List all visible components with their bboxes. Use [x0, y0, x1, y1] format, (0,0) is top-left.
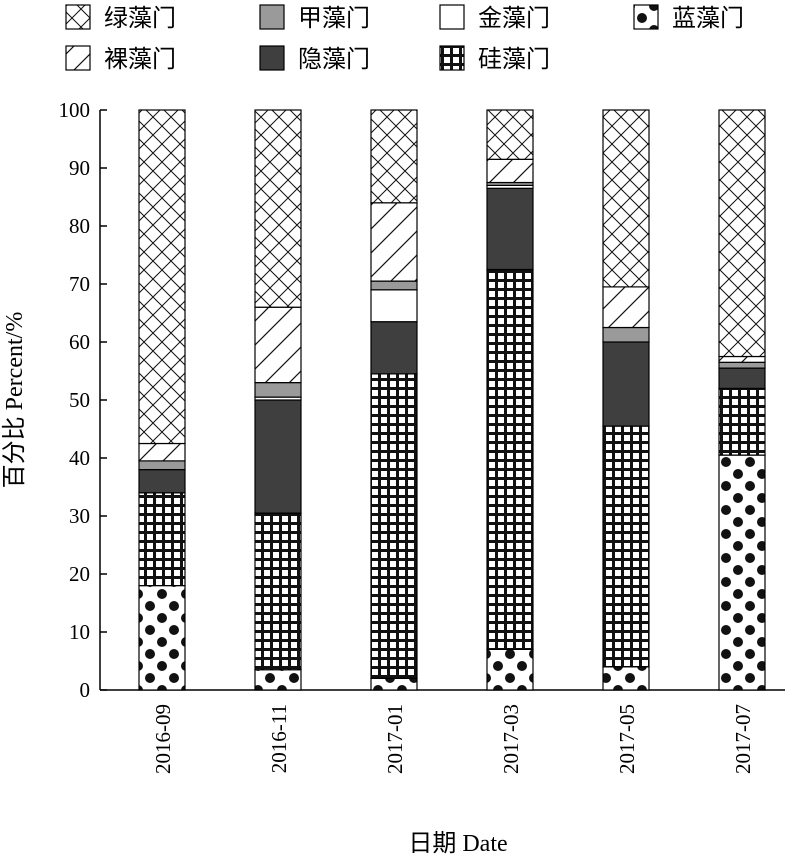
y-tick-label: 100: [59, 98, 91, 122]
y-axis: 0 10 20 30 40 50 60 70 80 90 100: [59, 98, 785, 702]
bar-segment-绿藻门: [370, 109, 418, 204]
bar-segment-蓝藻门: [138, 584, 186, 691]
bar-segment-裸藻门: [486, 158, 534, 184]
bar-segment-硅藻门: [718, 387, 766, 456]
bar-segment-绿藻门: [254, 109, 302, 308]
x-tick-label: 2017-07: [731, 704, 755, 774]
legend-label: 金藻门: [478, 5, 550, 32]
y-tick-label: 70: [69, 272, 90, 296]
bar-segment-裸藻门: [370, 202, 418, 282]
bar-stack-2017-05: [602, 109, 650, 691]
legend-swatch: [65, 4, 91, 30]
bar-segment-隐藻门: [602, 341, 650, 427]
bar-segment-隐藻门: [254, 399, 302, 514]
legend-label: 蓝藻门: [672, 5, 744, 32]
bar-segment-金藻门: [370, 289, 418, 323]
bar-segment-硅藻门: [602, 425, 650, 668]
y-tick-label: 50: [69, 388, 90, 412]
bar-segment-隐藻门: [718, 367, 766, 390]
bar-segment-硅藻门: [370, 373, 418, 679]
legend-swatch: [259, 45, 285, 71]
legend-item-硅藻门: 硅藻门: [439, 45, 550, 73]
bar-segment-绿藻门: [718, 109, 766, 358]
legend-swatch: [259, 4, 285, 30]
bar-segment-蓝藻门: [718, 454, 766, 691]
legend-item-隐藻门: 隐藻门: [259, 45, 370, 73]
bar-stack-2016-09: [138, 109, 186, 691]
bar-segment-蓝藻门: [254, 669, 302, 691]
x-tick-label: 2017-05: [615, 704, 639, 774]
x-tick-label: 2017-01: [383, 704, 407, 774]
bar-segment-甲藻门: [254, 382, 302, 398]
y-tick-label: 40: [69, 446, 90, 470]
y-tick-label: 80: [69, 214, 90, 238]
x-axis-title: 日期 Date: [408, 831, 507, 857]
bar-stack-2017-01: [370, 109, 418, 691]
bar-stack-2017-03: [486, 109, 534, 691]
bar-segment-绿藻门: [486, 109, 534, 160]
y-axis-title: 百分比 Percent/%: [1, 312, 28, 489]
bar-segment-裸藻门: [138, 442, 186, 462]
bar-segment-硅藻门: [486, 268, 534, 650]
bar-segment-裸藻门: [602, 286, 650, 329]
bar-segment-裸藻门: [254, 306, 302, 384]
bar-stack-2016-11: [254, 109, 302, 691]
bar-segment-隐藻门: [486, 187, 534, 271]
x-tick-label: 2016-09: [151, 704, 175, 774]
legend-swatch: [633, 4, 659, 30]
y-tick-label: 0: [80, 678, 91, 702]
legend-item-蓝藻门: 蓝藻门: [633, 4, 744, 32]
x-tick-label: 2016-11: [267, 704, 291, 773]
x-tick-label: 2017-03: [499, 704, 523, 774]
bar-segment-蓝藻门: [602, 666, 650, 691]
legend-label: 绿藻门: [104, 5, 176, 32]
legend-item-金藻门: 金藻门: [439, 4, 550, 32]
y-tick-label: 10: [69, 620, 90, 644]
legend-label: 隐藻门: [298, 46, 370, 73]
bar-segment-甲藻门: [718, 361, 766, 369]
legend-swatch: [439, 45, 465, 71]
y-tick-label: 30: [69, 504, 90, 528]
bar-segment-蓝藻门: [486, 648, 534, 691]
legend-item-绿藻门: 绿藻门: [65, 4, 176, 32]
y-tick-label: 20: [69, 562, 90, 586]
legend-label: 硅藻门: [478, 46, 550, 73]
legend-item-甲藻门: 甲藻门: [259, 4, 370, 32]
bar-stack-2017-07: [718, 109, 766, 691]
legend-item-裸藻门: 裸藻门: [65, 45, 176, 73]
legend-swatch: [439, 4, 465, 30]
legend-swatch: [65, 45, 91, 71]
bar-segment-甲藻门: [602, 326, 650, 343]
bars: [138, 109, 766, 691]
bar-segment-甲藻门: [370, 280, 418, 291]
y-tick-label: 90: [69, 156, 90, 180]
bar-segment-甲藻门: [138, 460, 186, 471]
x-axis: 2016-09 2016-11 2017-01 2017-03 2017-05 2017-…: [151, 704, 755, 774]
bar-segment-隐藻门: [370, 321, 418, 375]
legend-label: 甲藻门: [298, 5, 370, 32]
bar-segment-绿藻门: [138, 109, 186, 445]
bar-segment-隐藻门: [138, 469, 186, 494]
y-tick-label: 60: [69, 330, 90, 354]
bar-segment-裸藻门: [718, 355, 766, 363]
bar-segment-硅藻门: [138, 492, 186, 587]
bar-segment-蓝藻门: [370, 677, 418, 691]
bar-segment-硅藻门: [254, 512, 302, 671]
legend-label: 裸藻门: [104, 46, 176, 73]
bar-segment-绿藻门: [602, 109, 650, 288]
